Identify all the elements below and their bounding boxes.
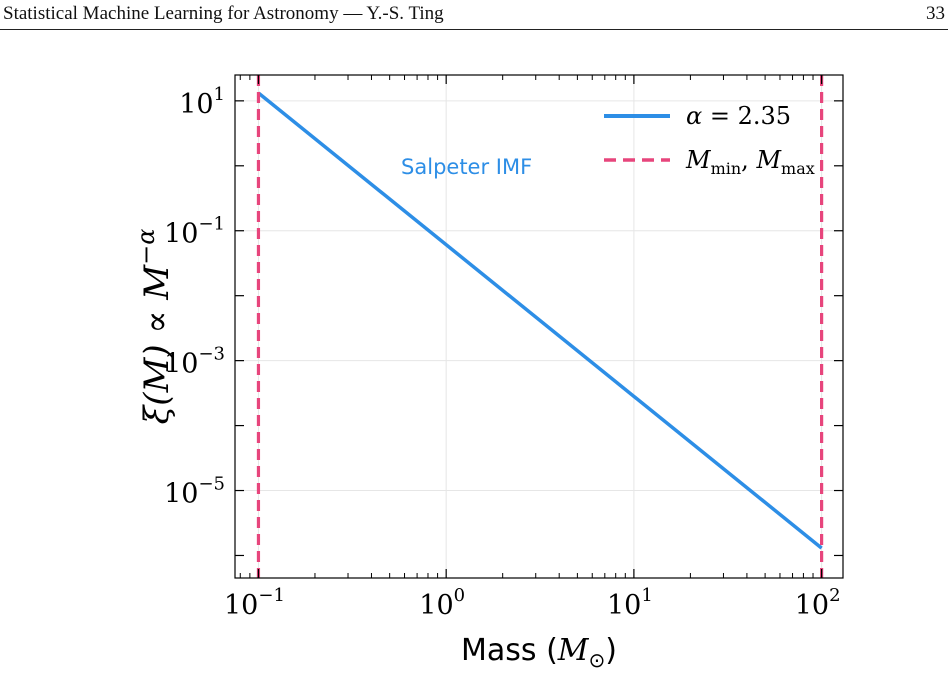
legend: α = 2.35 Mmin, Mmax [604, 102, 815, 178]
tick-layer [235, 75, 843, 578]
legend-min-sub: min [711, 159, 742, 178]
grid-layer [235, 75, 843, 578]
plot-frame [234, 74, 844, 579]
y-tick-exponent: −1 [198, 214, 225, 235]
page-number: 33 [926, 3, 945, 24]
legend-m-min: M [685, 146, 712, 174]
x-tick-exponent: 0 [454, 585, 465, 606]
x-tick-base: 10 [419, 590, 453, 621]
header-rule [0, 29, 948, 30]
y-tick-base: 10 [179, 89, 213, 120]
x-tick-label: 10−1 [224, 585, 285, 621]
power-law-line [257, 91, 823, 550]
legend-sep: , [741, 146, 756, 174]
x-tick-exponent: 1 [641, 585, 652, 606]
legend-m-max: M [755, 146, 782, 174]
y-tick-label: 10−3 [164, 344, 225, 380]
x-axis-label-sub: ⊙ [589, 648, 606, 672]
x-tick-base: 10 [795, 590, 829, 621]
legend-label-power-law: α = 2.35 [686, 102, 791, 130]
x-tick-label: 101 [607, 585, 653, 621]
x-axis-label-text: Mass ( [461, 633, 558, 668]
y-tick-exponent: −5 [198, 474, 225, 495]
x-tick-base: 10 [224, 590, 258, 621]
y-axis-label: ξ(M) ∝ M−α [132, 229, 177, 425]
legend-max-sub: max [781, 159, 815, 178]
running-head: Statistical Machine Learning for Astrono… [0, 0, 948, 30]
salpeter-annotation: Salpeter IMF [401, 155, 532, 179]
running-head-title: Statistical Machine Learning for Astrono… [3, 3, 444, 24]
x-axis-label-math: M [557, 633, 590, 668]
y-axis-label-sup: −α [132, 229, 160, 265]
y-tick-exponent: 1 [214, 84, 225, 105]
legend-alpha-value: = 2.35 [702, 102, 791, 130]
y-tick-base: 10 [164, 479, 198, 510]
x-axis-label-close: ) [605, 633, 617, 668]
x-tick-exponent: 2 [829, 585, 840, 606]
y-tick-base: 10 [164, 349, 198, 380]
y-axis-label-text: ξ(M) ∝ M [137, 264, 177, 425]
y-tick-exponent: −3 [198, 344, 225, 365]
y-tick-label: 10−1 [164, 214, 225, 250]
legend-label-mass-limits: Mmin, Mmax [685, 146, 815, 178]
y-tick-label: 10−5 [164, 474, 225, 510]
x-tick-exponent: −1 [258, 585, 285, 606]
x-tick-label: 100 [419, 585, 465, 621]
x-axis-label: Mass (M⊙) [461, 633, 617, 672]
y-tick-label: 101 [179, 84, 225, 120]
y-tick-base: 10 [164, 219, 198, 250]
x-tick-base: 10 [607, 590, 641, 621]
plot-layer [256, 75, 824, 578]
x-tick-label: 102 [795, 585, 841, 621]
legend-alpha: α [686, 102, 702, 130]
